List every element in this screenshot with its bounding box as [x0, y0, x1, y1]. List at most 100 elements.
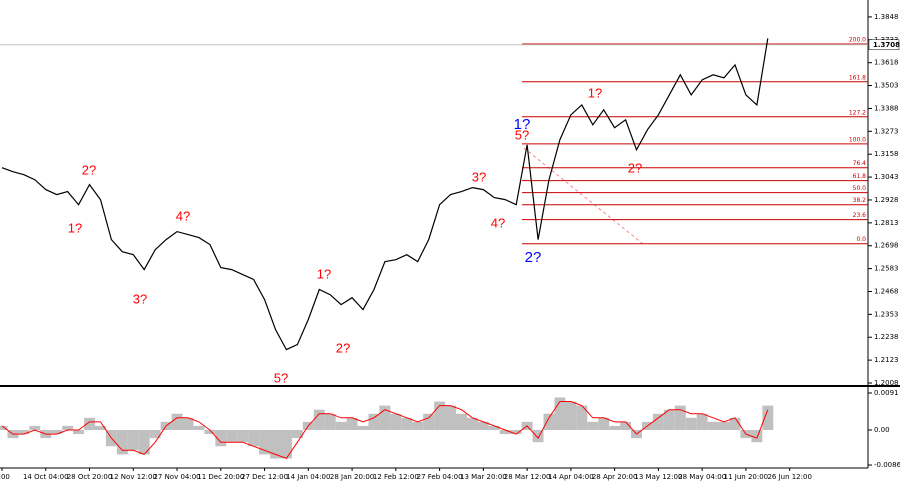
histogram-bar	[116, 429, 128, 455]
histogram-bar	[357, 425, 369, 430]
wave-label: 1?	[68, 220, 82, 235]
fib-label: 127.2	[849, 109, 866, 116]
histogram-bar	[718, 421, 730, 430]
histogram-bar	[84, 417, 95, 430]
histogram-bar	[313, 409, 325, 430]
histogram-bar	[335, 421, 347, 430]
histogram-bar	[707, 421, 719, 430]
current-price-box	[868, 39, 900, 51]
x-tick-label: 28 Oct 20:00	[67, 473, 113, 481]
histogram-bar	[620, 421, 632, 430]
osc-y-tick-label: -0.00862	[874, 461, 900, 469]
wave-label: 2?	[525, 249, 542, 266]
histogram-bar	[346, 417, 358, 430]
trend-line	[523, 147, 644, 245]
histogram-bar	[674, 405, 686, 430]
histogram-bar	[488, 425, 500, 430]
x-tick-label: 28 Jan 20:00	[330, 473, 374, 481]
histogram-bar	[466, 417, 478, 430]
fib-label: 76.4	[853, 160, 867, 167]
histogram-bar	[94, 425, 106, 430]
y-tick-label: 1.3618	[874, 59, 899, 67]
histogram-bar	[171, 413, 183, 430]
fib-label: 38.2	[853, 197, 867, 204]
y-tick-label: 1.2698	[874, 242, 899, 250]
y-tick-label: 1.3043	[874, 173, 899, 181]
wave-label: 4?	[176, 208, 190, 223]
histogram-bar	[587, 421, 599, 430]
x-tick-label: 12 Nov 12:00	[110, 473, 157, 481]
histogram-bar	[182, 417, 194, 430]
y-tick-label: 1.2238	[874, 333, 899, 341]
histogram-bar	[434, 401, 446, 430]
histogram-bar	[543, 413, 555, 430]
wave-label: 3?	[133, 291, 147, 306]
histogram-bar	[280, 429, 292, 459]
x-tick-label: 14 Apr 04:00	[548, 473, 594, 481]
x-tick-label: 11 Dec 20:00	[197, 473, 244, 481]
histogram-bar	[237, 429, 249, 443]
x-tick-label: 28 May 04:00	[678, 473, 726, 481]
histogram-bar	[510, 429, 522, 435]
y-tick-label: 1.3388	[874, 104, 899, 112]
x-tick-label: 2:00	[0, 473, 10, 481]
histogram-bar	[29, 425, 41, 430]
histogram-bar	[576, 405, 588, 430]
wave-label: 1?	[588, 85, 602, 100]
wave-label: 4?	[491, 215, 505, 230]
histogram-bar	[215, 429, 227, 447]
histogram-bar	[554, 397, 566, 430]
histogram-bar	[598, 417, 610, 430]
y-tick-label: 1.3158	[874, 150, 899, 158]
y-tick-label: 1.2928	[874, 196, 899, 204]
histogram-bar	[127, 429, 139, 451]
fib-label: 100.0	[849, 136, 866, 143]
y-tick-label: 1.2123	[874, 356, 899, 364]
histogram-bar	[652, 413, 664, 430]
histogram-bar	[532, 429, 544, 443]
histogram-bar	[696, 413, 708, 430]
x-tick-label: 27 Dec 12:00	[241, 473, 288, 481]
x-tick-label: 13 May 12:00	[634, 473, 682, 481]
histogram-bar	[729, 417, 741, 430]
histogram-bar	[565, 401, 577, 430]
fib-label: 161.8	[849, 74, 866, 81]
y-tick-label: 1.3503	[874, 82, 899, 90]
x-tick-label: 14 Oct 04:00	[23, 473, 69, 481]
wave-label: 5?	[274, 370, 288, 385]
y-tick-label: 1.3273	[874, 127, 899, 135]
x-tick-label: 14 Jan 04:00	[286, 473, 330, 481]
histogram-bar	[477, 421, 489, 430]
histogram-bar	[609, 425, 621, 430]
histogram-bar	[762, 405, 774, 430]
x-tick-label: 28 Apr 20:00	[592, 473, 638, 481]
x-tick-label: 27 Nov 04:00	[153, 473, 200, 481]
x-tick-label: 26 Jun 12:00	[767, 473, 811, 481]
histogram-bar	[663, 409, 675, 430]
histogram-bar	[685, 417, 697, 430]
histogram-bar	[270, 429, 281, 459]
histogram-bar	[412, 421, 424, 430]
histogram-bar	[456, 413, 467, 430]
wave-label: 2?	[82, 162, 96, 177]
histogram-bar	[751, 429, 763, 443]
histogram-bar	[138, 429, 150, 455]
histogram-bar	[390, 413, 402, 430]
wave-label: 3?	[472, 169, 486, 184]
histogram-bar	[193, 425, 205, 430]
wave-label: 2?	[336, 340, 350, 355]
histogram-bar	[226, 429, 238, 443]
histogram-bar	[423, 413, 435, 430]
x-tick-label: 28 Mar 12:00	[504, 473, 551, 481]
histogram-bar	[445, 405, 457, 430]
fib-label: 61.8	[853, 173, 867, 180]
histogram-bar	[259, 429, 271, 455]
y-tick-label: 1.2813	[874, 219, 899, 227]
wave-label: 1?	[514, 116, 531, 133]
histogram-bar	[499, 429, 511, 435]
osc-y-tick-label: 0.0091	[874, 389, 899, 397]
wave-label: 5?	[515, 127, 529, 142]
fib-label: 0.0	[856, 236, 866, 243]
